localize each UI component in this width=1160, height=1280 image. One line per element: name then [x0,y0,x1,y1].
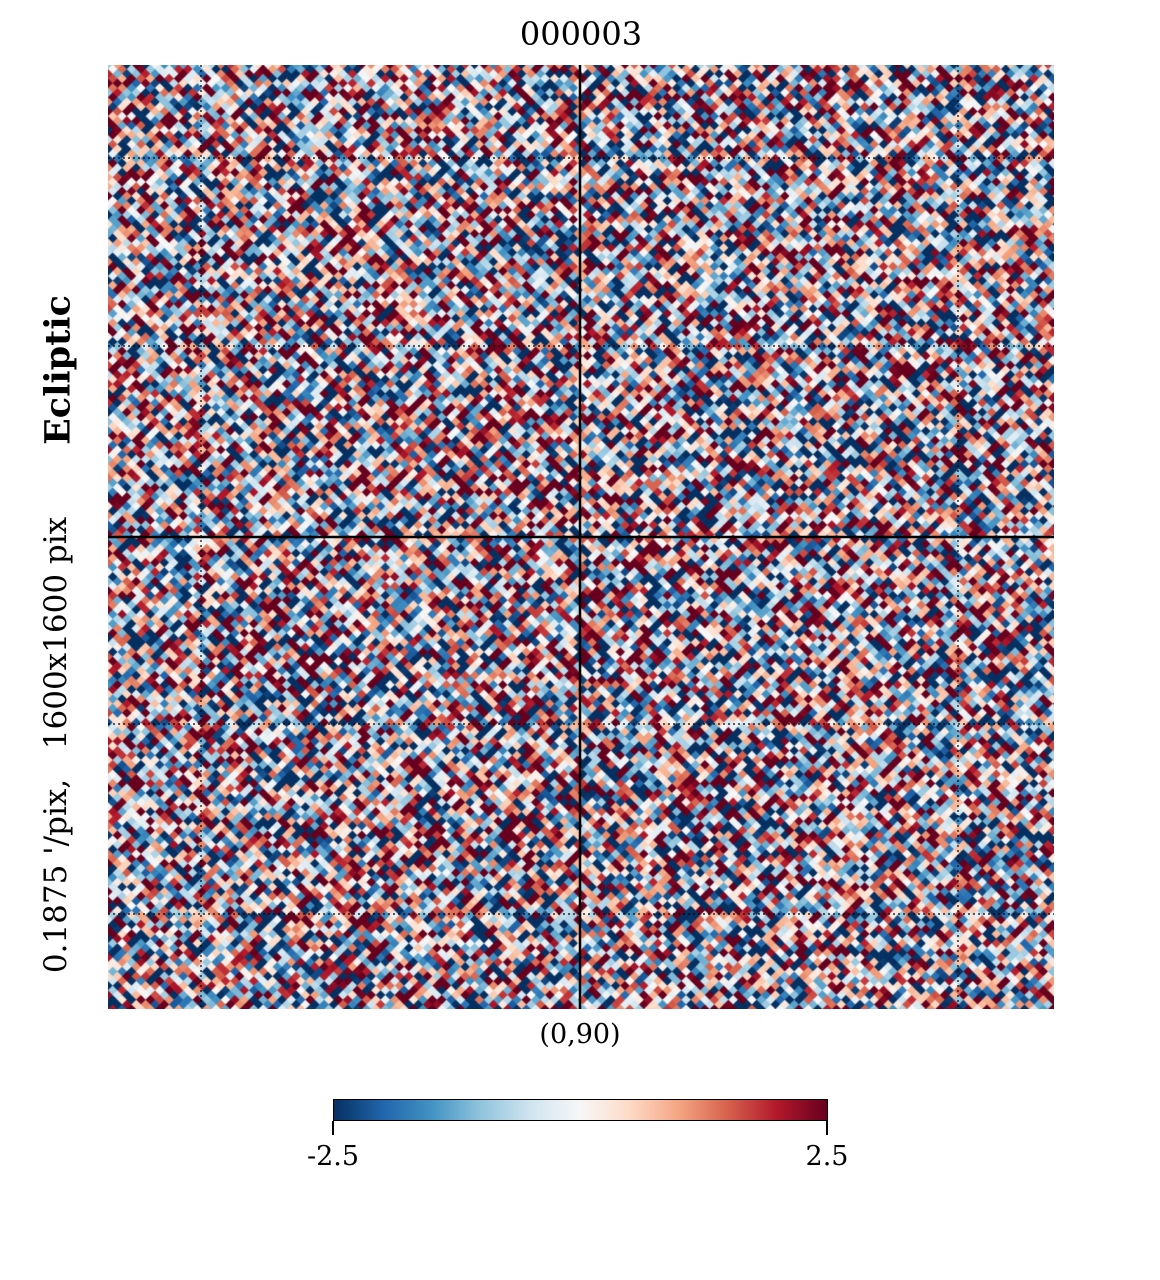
map-graticule-overlay [108,65,1054,1009]
map-title: 000003 [519,15,643,53]
size-label: 1600x1600 pix [38,516,74,750]
colorbar-tick-min [332,1121,334,1135]
colorbar-border [333,1099,828,1121]
resolution-size-label: 0.1875 '/pix, 1600x1600 pix [38,517,74,973]
colorbar [333,1099,828,1121]
coordinate-system-label: Ecliptic [37,295,79,445]
gnomonic-map [108,65,1054,1009]
colorbar-gradient [333,1099,828,1121]
colorbar-tick-label-max: 2.5 [805,1141,849,1172]
colorbar-tick-max [826,1121,828,1135]
colorbar-tick-label-min: -2.5 [306,1141,360,1172]
center-coordinate-label: (0,90) [539,1019,621,1050]
resolution-label: 0.1875 '/pix, [38,778,74,974]
